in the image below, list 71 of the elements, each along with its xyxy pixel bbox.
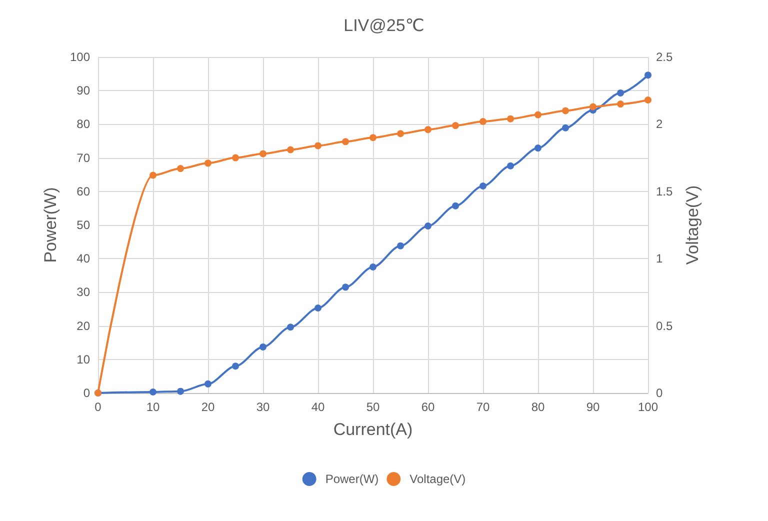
y2-tick-label: 0 <box>656 386 663 400</box>
chart-title: LIV@25℃ <box>344 16 424 35</box>
x-tick-label: 20 <box>201 400 215 414</box>
x-tick-label: 0 <box>94 400 102 414</box>
x-tick-label: 50 <box>366 400 380 414</box>
point <box>204 160 212 167</box>
point <box>397 130 404 138</box>
point <box>424 222 432 230</box>
point <box>397 242 404 250</box>
point <box>232 362 239 370</box>
y2-tick-label: 1 <box>656 252 663 266</box>
point <box>644 96 652 104</box>
y-tick-label: 40 <box>76 252 90 266</box>
y2-tick-label: 2 <box>656 117 663 132</box>
point <box>314 142 322 150</box>
point <box>370 134 376 142</box>
y2-tick-label: 1.5 <box>656 184 674 198</box>
point <box>150 388 156 396</box>
point <box>177 388 184 395</box>
point <box>260 150 266 158</box>
point <box>314 304 322 312</box>
y-tick-label: 80 <box>76 117 90 132</box>
point <box>562 107 569 114</box>
point <box>507 162 514 170</box>
y-tick-label: 100 <box>70 50 90 64</box>
x-tick-label: 30 <box>256 400 270 414</box>
y-tick-label: 10 <box>76 352 90 366</box>
point <box>370 264 376 270</box>
point <box>617 89 624 96</box>
point <box>342 138 349 146</box>
x-tick-label: 90 <box>586 400 600 414</box>
point <box>480 118 486 126</box>
point <box>177 165 184 172</box>
point <box>480 182 486 190</box>
point <box>452 122 459 130</box>
point <box>150 172 156 179</box>
y-axis-title: Power(W) <box>41 187 60 263</box>
y-tick-label: 30 <box>76 285 90 300</box>
y2-tick-label: 0.5 <box>656 318 674 333</box>
x-tick-label: 10 <box>146 400 160 414</box>
point <box>204 380 212 388</box>
x-tick-label: 80 <box>531 400 545 414</box>
y-tick-label: 70 <box>76 150 90 165</box>
x-tick-label: 70 <box>476 400 490 414</box>
legend-label: Voltage(V) <box>410 472 466 486</box>
point <box>287 324 294 331</box>
y-tick-label: 60 <box>76 184 90 198</box>
point <box>287 146 294 154</box>
point <box>534 111 542 118</box>
x-tick-label: 100 <box>638 400 658 414</box>
point <box>342 284 349 291</box>
x-tick-label: 40 <box>311 400 325 414</box>
point <box>260 343 266 350</box>
point <box>534 144 542 152</box>
point <box>617 100 624 108</box>
y-tick-label: 0 <box>83 386 90 400</box>
y-tick-label: 90 <box>76 84 90 98</box>
point <box>507 115 514 122</box>
y2-tick-label: 2.5 <box>656 50 674 64</box>
point <box>232 154 239 162</box>
point <box>590 103 596 110</box>
x-tick-label: 60 <box>421 400 435 414</box>
point <box>562 124 569 132</box>
legend-label: Power(W) <box>325 472 379 486</box>
x-axis-title: Current(A) <box>333 420 413 439</box>
y-tick-label: 20 <box>76 318 90 333</box>
point <box>644 72 652 79</box>
point <box>424 126 432 134</box>
y2-axis-title: Voltage(V) <box>683 185 702 265</box>
y-tick-label: 50 <box>76 218 90 232</box>
point <box>452 202 459 210</box>
